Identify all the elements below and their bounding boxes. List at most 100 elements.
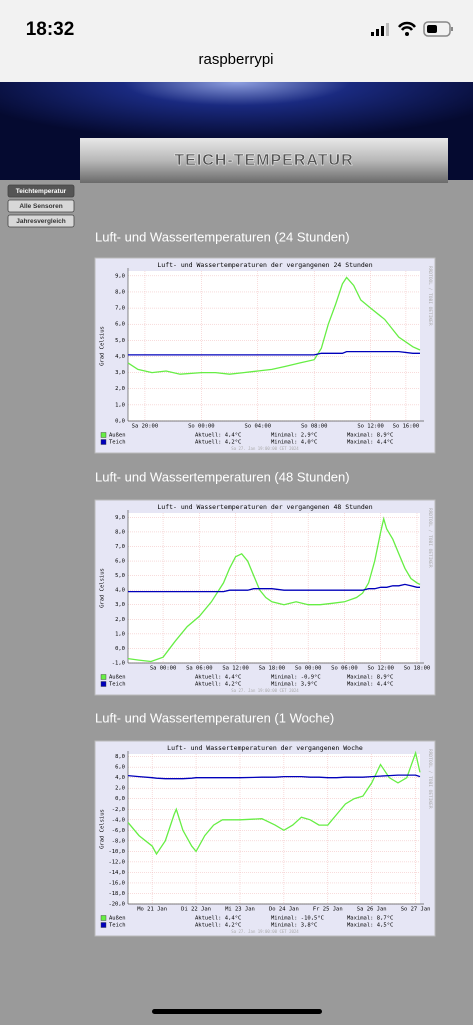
nav-button[interactable]: [7, 214, 75, 228]
legend-stat: Aktuell: 4,4°C: [195, 675, 241, 681]
x-tick-label: Fr 25 Jan: [313, 907, 343, 913]
x-tick-label: So 04:00: [245, 424, 272, 430]
legend-stat: Maximal: 8,9°C: [347, 675, 393, 681]
legend-stat: Aktuell: 4,2°C: [195, 440, 241, 446]
clock: 18:32: [26, 19, 75, 40]
legend-swatch: [100, 674, 107, 680]
site-title: TEICH-TEMPERATUR: [174, 152, 353, 169]
legend-label: Außen: [109, 916, 126, 922]
browser-chrome: [0, 0, 473, 82]
x-tick-label: So 08:00: [301, 424, 328, 430]
series-line: [127, 516, 421, 663]
plot-area: [128, 513, 420, 663]
y-tick-label: 4,0: [115, 588, 125, 594]
y-axis-label: Grad Celsius: [100, 568, 106, 608]
nav-label[interactable]: Alle Sensoren: [19, 203, 62, 210]
y-tick-label: 4,0: [115, 775, 125, 781]
x-tick-label: Sa 20:00: [132, 424, 159, 430]
x-tick-label: So 27 Jan: [401, 907, 431, 913]
x-tick-label: Di 22 Jan: [181, 907, 211, 913]
y-tick-label: 3,0: [115, 370, 125, 376]
status-icons: [371, 21, 453, 37]
watermark: RRDTOOL / TOBI OETIKER: [427, 266, 433, 326]
legend-label: Teich: [109, 923, 126, 929]
y-tick-label: -18,0: [108, 891, 125, 897]
y-tick-label: 0,0: [115, 419, 125, 425]
y-tick-label: 6,0: [115, 559, 125, 565]
nav-label[interactable]: Jahresvergleich: [16, 218, 66, 225]
series-line: [127, 774, 421, 780]
y-tick-label: 9,0: [115, 515, 125, 521]
watermark: RRDTOOL / TOBI OETIKER: [427, 508, 433, 568]
series-line: [128, 583, 420, 593]
y-tick-label: 5,0: [115, 573, 125, 579]
legend-stat: Minimal: 3,9°C: [271, 682, 317, 688]
x-tick-label: So 06:00: [331, 666, 358, 672]
y-tick-label: -14,0: [108, 870, 125, 876]
y-tick-label: 2,0: [115, 786, 125, 792]
nav-button[interactable]: [7, 199, 75, 213]
chart-title: Luft- und Wassertemperaturen der vergang…: [157, 261, 372, 269]
series-line: [127, 750, 421, 856]
y-tick-label: -8,0: [112, 838, 125, 844]
x-tick-label: So 12:00: [357, 424, 384, 430]
section-heading: Luft- und Wassertemperaturen (48 Stunden…: [95, 469, 350, 484]
legend-swatch: [100, 432, 107, 438]
y-tick-label: 6,0: [115, 765, 125, 771]
legend-stat: Maximal: 4,4°C: [347, 440, 393, 446]
legend-stat: Maximal: 8,9°C: [347, 433, 393, 439]
y-tick-label: 0,0: [115, 796, 125, 802]
x-tick-label: So 16:00: [393, 424, 420, 430]
legend-stat: Aktuell: 4,2°C: [195, 682, 241, 688]
legend-stat: Maximal: 4,4°C: [347, 682, 393, 688]
y-tick-label: -12,0: [108, 859, 125, 865]
section-heading: Luft- und Wassertemperaturen (24 Stunden…: [95, 229, 350, 244]
y-tick-label: 7,0: [115, 306, 125, 312]
x-tick-label: Sa 06:00: [186, 666, 213, 672]
x-tick-label: Sa 12:00: [222, 666, 249, 672]
y-tick-label: -6,0: [112, 828, 125, 834]
y-tick-label: -20,0: [108, 902, 125, 908]
y-tick-label: 9,0: [115, 273, 125, 279]
legend-label: Außen: [109, 675, 126, 681]
legend-swatch: [100, 922, 107, 928]
y-axis-label: Grad Celsius: [100, 326, 106, 366]
legend-stat: Minimal: -0,9°C: [271, 675, 321, 681]
legend-swatch: [100, 439, 107, 445]
series-line: [128, 350, 420, 356]
plot-area: [128, 271, 420, 421]
legend-label: Außen: [109, 433, 126, 439]
x-tick-label: Sa 26 Jan: [357, 907, 387, 913]
y-tick-label: 8,0: [115, 754, 125, 760]
nav-button[interactable]: [7, 184, 75, 198]
legend-stat: Aktuell: 4,4°C: [195, 916, 241, 922]
y-tick-label: 2,0: [115, 386, 125, 392]
y-tick-label: 3,0: [115, 602, 125, 608]
chart-title: Luft- und Wassertemperaturen der vergang…: [167, 744, 363, 752]
legend-stat: Maximal: 8,7°C: [347, 916, 393, 922]
legend-stat: Maximal: 4,5°C: [347, 923, 393, 929]
legend-stat: Minimal: 2,9°C: [271, 433, 317, 439]
chart-title: Luft- und Wassertemperaturen der vergang…: [157, 503, 372, 511]
y-tick-label: 1,0: [115, 402, 125, 408]
y-tick-label: -4,0: [112, 817, 125, 823]
url[interactable]: raspberrypi: [198, 51, 273, 68]
section-heading: Luft- und Wassertemperaturen (1 Woche): [95, 710, 334, 725]
x-tick-label: So 12:00: [367, 666, 394, 672]
timestamp: Sa 27. Jan 19:00:00 CET 2024: [231, 446, 299, 451]
x-tick-label: So 18:00: [404, 666, 431, 672]
x-tick-label: So 00:00: [295, 666, 322, 672]
y-tick-label: -16,0: [108, 880, 125, 886]
title-bar: [80, 138, 448, 183]
x-tick-label: Sa 18:00: [259, 666, 286, 672]
y-tick-label: -1,0: [112, 661, 125, 667]
watermark: RRDTOOL / TOBI OETIKER: [427, 749, 433, 809]
legend-stat: Aktuell: 4,2°C: [195, 923, 241, 929]
legend-stat: Minimal: 3,8°C: [271, 923, 317, 929]
nav-label[interactable]: Teichtemperatur: [16, 188, 67, 195]
y-tick-label: 5,0: [115, 338, 125, 344]
series-line: [127, 276, 421, 375]
x-tick-label: Do 24 Jan: [269, 907, 299, 913]
